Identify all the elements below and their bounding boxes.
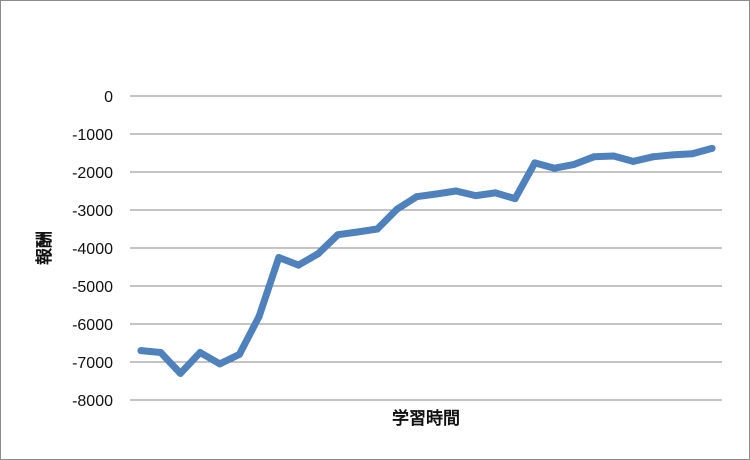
data-point xyxy=(590,153,598,161)
y-tick-label: -2000 xyxy=(72,165,113,182)
data-point xyxy=(708,144,716,152)
data-point xyxy=(649,153,657,161)
data-point xyxy=(176,369,184,377)
data-point xyxy=(255,312,263,320)
data-point xyxy=(196,349,204,356)
data-point xyxy=(688,150,696,158)
y-tick-label: 0 xyxy=(104,89,113,106)
data-point xyxy=(235,350,243,358)
data-point xyxy=(314,250,322,258)
data-point xyxy=(472,192,480,200)
data-point xyxy=(295,261,302,269)
data-point xyxy=(511,195,519,203)
data-point xyxy=(373,225,381,233)
x-axis-title: 学習時間 xyxy=(392,408,460,429)
y-tick-label: -1000 xyxy=(72,127,113,144)
data-point xyxy=(669,151,677,159)
data-point xyxy=(491,189,499,197)
data-point xyxy=(354,228,362,236)
data-point xyxy=(570,160,578,168)
y-tick-label: -8000 xyxy=(72,393,113,410)
y-tick-label: -4000 xyxy=(72,241,113,258)
data-point xyxy=(216,360,224,368)
data-point xyxy=(334,231,342,239)
data-point xyxy=(551,164,558,172)
data-point xyxy=(413,193,421,201)
y-axis-title: 報酬 xyxy=(34,231,55,265)
data-point xyxy=(432,190,440,198)
y-axis-ticks: 0 -1000 -2000 -3000 -4000 -5000 -6000 -7000 -800… xyxy=(72,89,113,410)
data-point xyxy=(531,159,539,167)
data-point xyxy=(157,349,165,356)
y-tick-label: -7000 xyxy=(72,355,113,372)
data-point xyxy=(275,254,283,261)
data-point xyxy=(393,205,401,213)
data-point xyxy=(629,157,637,165)
series-layer xyxy=(137,144,716,377)
y-tick-label: -5000 xyxy=(72,279,113,296)
data-point xyxy=(137,347,145,355)
y-tick-label: -3000 xyxy=(72,203,113,220)
series-line xyxy=(137,144,716,377)
gridlines xyxy=(130,95,722,401)
data-point xyxy=(610,152,618,160)
data-point xyxy=(452,187,460,195)
y-tick-label: -6000 xyxy=(72,317,113,334)
